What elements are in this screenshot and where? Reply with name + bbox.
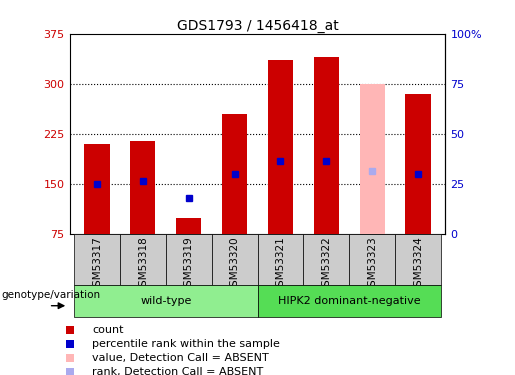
- Text: value, Detection Call = ABSENT: value, Detection Call = ABSENT: [92, 353, 269, 363]
- Bar: [268, 60, 293, 234]
- Text: genotype/variation: genotype/variation: [2, 290, 100, 300]
- Bar: [258, 285, 441, 317]
- Text: HIPK2 dominant-negative: HIPK2 dominant-negative: [278, 296, 421, 306]
- Text: rank, Detection Call = ABSENT: rank, Detection Call = ABSENT: [92, 367, 264, 375]
- Bar: [222, 114, 247, 234]
- Bar: [120, 234, 166, 285]
- Text: count: count: [92, 325, 124, 335]
- Text: GSM53324: GSM53324: [413, 236, 423, 292]
- Bar: [314, 57, 339, 234]
- Bar: [166, 234, 212, 285]
- Text: GSM53319: GSM53319: [184, 236, 194, 292]
- Bar: [84, 144, 110, 234]
- Bar: [212, 234, 258, 285]
- Text: GSM53317: GSM53317: [92, 236, 102, 292]
- Bar: [359, 84, 385, 234]
- Title: GDS1793 / 1456418_at: GDS1793 / 1456418_at: [177, 19, 338, 33]
- Text: GSM53320: GSM53320: [230, 236, 239, 292]
- Bar: [130, 141, 156, 234]
- Bar: [176, 217, 201, 234]
- Text: GSM53323: GSM53323: [367, 236, 377, 292]
- Bar: [349, 234, 395, 285]
- Text: GSM53322: GSM53322: [321, 236, 331, 292]
- Text: GSM53318: GSM53318: [138, 236, 148, 292]
- Bar: [405, 94, 431, 234]
- Bar: [395, 234, 441, 285]
- Bar: [303, 234, 349, 285]
- Text: wild-type: wild-type: [140, 296, 192, 306]
- Bar: [258, 234, 303, 285]
- Text: GSM53321: GSM53321: [276, 236, 285, 292]
- Text: percentile rank within the sample: percentile rank within the sample: [92, 339, 280, 349]
- Bar: [74, 285, 258, 317]
- Bar: [74, 234, 120, 285]
